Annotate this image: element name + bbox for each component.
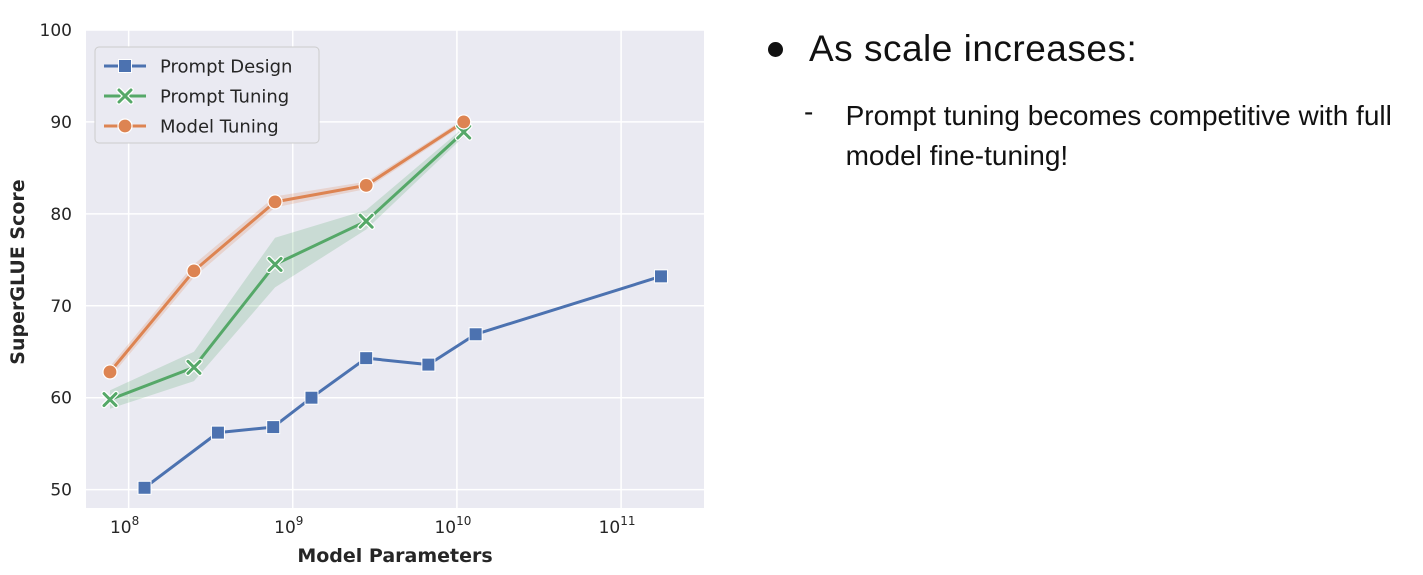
data-point [653,269,668,284]
superglue-chart: 50 60 70 80 90 100 108 109 1010 1011 Model Param… [7,21,704,567]
data-point [266,255,284,274]
data-point [468,327,483,342]
legend-label: Prompt Tuning [160,87,289,108]
bullet-dot-icon [768,41,783,57]
legend-label: Model Tuning [160,117,279,138]
data-point [358,177,374,193]
x-tick-label: 109 [274,514,303,538]
data-point [102,364,118,380]
series-line [143,274,662,489]
x-tick-labels: 108 109 1010 1011 [110,514,636,538]
data-point [118,59,132,73]
y-tick-label: 90 [50,113,72,133]
data-point [117,118,133,134]
data-point [210,425,225,440]
confidence-band [109,127,464,409]
slide-text: As scale increases: - Prompt tuning beco… [760,28,1420,176]
legend-label: Prompt Design [160,57,292,78]
x-tick-label: 108 [110,514,139,538]
data-point [101,390,119,409]
x-tick-label: 1011 [599,514,636,538]
sub-bullet-item: - Prompt tuning becomes competitive with… [804,96,1420,176]
data-point [304,390,319,405]
y-tick-label: 60 [50,389,72,409]
x-axis-title: Model Parameters [297,545,492,567]
y-axis-title: SuperGLUE Score [7,179,29,364]
series-markers [101,114,668,495]
bullet-heading: As scale increases: [809,28,1138,69]
data-point [116,87,134,105]
data-point [421,357,436,372]
y-tick-label: 50 [50,481,72,501]
data-point [186,263,202,279]
legend-box [94,46,320,144]
data-point [266,420,281,435]
data-point [185,358,203,377]
data-point [359,351,374,366]
bullet-item: As scale increases: [760,28,1420,70]
y-tick-label: 100 [40,21,72,41]
legend: Prompt Design Prompt Tuning Model Tuning [94,46,320,144]
data-point [357,212,375,230]
legend-entry: Prompt Design [104,57,292,78]
sub-bullet-text: Prompt tuning becomes competitive with f… [845,100,1392,171]
legend-entry: Prompt Tuning [104,87,289,108]
y-tick-labels: 50 60 70 80 90 100 [40,21,72,501]
x-tick-label: 1010 [434,514,471,538]
legend-entry: Model Tuning [104,117,279,138]
y-tick-label: 80 [50,205,72,225]
data-point [456,114,472,130]
dash-marker: - [804,96,814,127]
data-point [267,194,283,210]
y-tick-label: 70 [50,297,72,317]
data-point [137,480,152,495]
